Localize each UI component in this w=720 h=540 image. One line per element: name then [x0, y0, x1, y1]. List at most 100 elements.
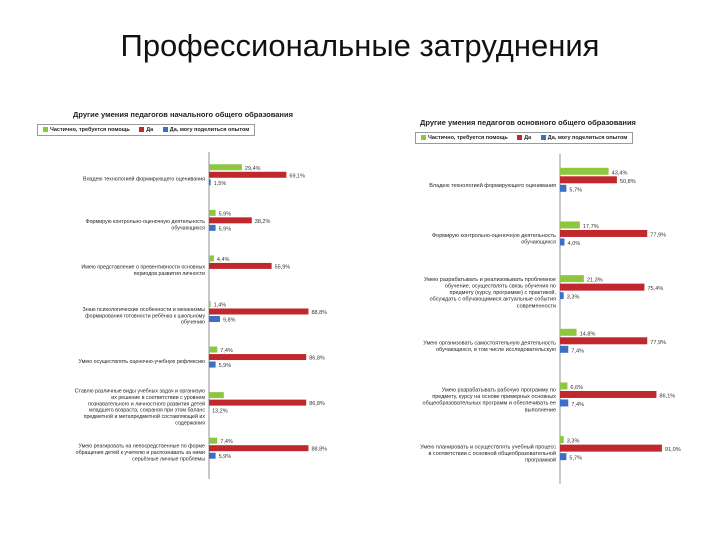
- data-label: 69,1%: [289, 173, 305, 179]
- data-label: 7,4%: [571, 402, 584, 408]
- data-label: 21,3%: [587, 278, 603, 284]
- chart-title: Другие умения педагогов основного общего…: [420, 118, 636, 127]
- chart-legend: Частично, требуется помощь Да Да, могу п…: [37, 124, 256, 136]
- bar-partial: [560, 167, 609, 175]
- bar-share: [209, 361, 216, 368]
- legend-label: Частично, требуется помощь: [428, 135, 508, 141]
- legend-swatch-red: [517, 135, 523, 141]
- category-label: Умею планировать и осуществлять учебный …: [420, 443, 556, 463]
- legend-item-share: Да, могу поделиться опытом: [162, 127, 250, 133]
- bar-yes: [209, 217, 252, 224]
- slide-title: Профессиональные затруднения: [120, 28, 600, 63]
- bar-yes: [209, 399, 307, 406]
- category-label: Владею технологией формирующего оцениван…: [83, 176, 205, 183]
- bar-partial: [209, 164, 242, 171]
- data-label: 4,4%: [217, 257, 230, 263]
- legend-swatch-red: [139, 127, 145, 133]
- bar-share: [209, 452, 216, 459]
- data-label: 86,8%: [309, 356, 325, 362]
- bar-partial: [209, 392, 224, 399]
- legend-label: Да: [146, 127, 154, 133]
- data-label: 86,8%: [309, 401, 325, 407]
- data-label: 5,9%: [219, 454, 232, 460]
- data-label: 5,7%: [569, 187, 582, 193]
- bar-yes: [560, 444, 662, 452]
- data-label: 5,7%: [569, 456, 582, 462]
- bar-yes: [560, 229, 648, 237]
- data-label: 91,0%: [665, 447, 681, 453]
- bar-yes: [560, 337, 648, 345]
- bar-share: [209, 315, 220, 322]
- chart-primary-education: Другие умения педагогов начального общег…: [33, 110, 333, 485]
- legend-swatch-blue: [162, 127, 168, 133]
- bar-share: [560, 238, 565, 246]
- bar-partial: [560, 436, 564, 444]
- category-label: Умею разрабатывать и реализовывать пробл…: [424, 277, 556, 309]
- data-label: 9,8%: [223, 317, 236, 323]
- legend-item-partial: Частично, требуется помощь: [421, 135, 508, 141]
- bar-yes: [560, 283, 645, 291]
- bar-share: [209, 179, 211, 186]
- bar-partial: [209, 255, 214, 262]
- legend-label: Да, могу поделиться опытом: [169, 127, 250, 133]
- legend-label: Да: [524, 135, 532, 141]
- chart-basic-education: Другие умения педагогов основного общего…: [363, 118, 693, 490]
- data-label: 75,4%: [647, 286, 663, 292]
- bar-partial: [209, 437, 218, 444]
- bar-partial: [209, 300, 211, 307]
- data-label: 6,6%: [570, 385, 583, 391]
- legend-swatch-green: [421, 135, 426, 141]
- legend-swatch-blue: [540, 135, 546, 141]
- bar-partial: [209, 346, 218, 353]
- data-label: 7,4%: [220, 439, 233, 445]
- category-label: Умею осуществлять оценочно-учебную рефле…: [78, 359, 205, 365]
- data-label: 5,9%: [219, 363, 232, 369]
- data-label: 88,8%: [311, 310, 327, 316]
- chart-title: Другие умения педагогов начального общег…: [73, 110, 293, 119]
- bar-share: [560, 453, 567, 461]
- bar-partial: [209, 209, 216, 216]
- data-label: 1,5%: [214, 181, 227, 187]
- category-label: Владею технологией формирующего оцениван…: [429, 182, 556, 189]
- category-label: Умею разрабатывать рабочую программу по п…: [423, 388, 557, 414]
- data-label: 5,9%: [219, 226, 232, 232]
- bar-share: [560, 345, 569, 353]
- data-label: 13,2%: [212, 409, 228, 415]
- data-label: 1,4%: [214, 302, 227, 308]
- legend-item-partial: Частично, требуется помощь: [43, 127, 130, 133]
- legend-item-yes: Да: [517, 135, 531, 141]
- bar-yes: [209, 308, 309, 315]
- bar-chart-plot: Владею технологией формирующего оцениван…: [420, 154, 681, 484]
- data-label: 38,2%: [255, 219, 271, 225]
- legend-item-share: Да, могу поделиться опытом: [540, 135, 628, 141]
- category-label: Формирую контрольно-оценочную деятельнос…: [86, 219, 206, 231]
- bar-share: [560, 184, 567, 192]
- bar-partial: [560, 382, 568, 390]
- category-label: Имею представление о превентивности осно…: [81, 265, 205, 277]
- data-label: 43,4%: [612, 170, 628, 176]
- bar-chart-plot: Владею технологией формирующего оцениван…: [75, 152, 327, 479]
- legend-item-yes: Да: [139, 127, 153, 133]
- bar-yes: [209, 262, 272, 269]
- category-label: Умею реагировать на непосредственные по …: [76, 444, 206, 463]
- legend-label: Да, могу поделиться опытом: [547, 135, 628, 141]
- data-label: 3,3%: [567, 295, 580, 301]
- data-label: 3,3%: [567, 439, 580, 445]
- bar-yes: [560, 176, 617, 184]
- data-label: 4,0%: [567, 241, 580, 247]
- category-label: Формирую контрольно-оценочную деятельнос…: [432, 233, 556, 246]
- legend-label: Частично, требуется помощь: [50, 127, 130, 133]
- data-label: 50,8%: [620, 179, 636, 185]
- legend-swatch-green: [43, 127, 48, 133]
- bar-share: [209, 224, 216, 231]
- bar-share: [560, 292, 564, 300]
- category-label: Знаю психологические особенности и механ…: [83, 307, 206, 326]
- data-label: 77,9%: [650, 232, 666, 238]
- data-label: 17,7%: [583, 224, 599, 230]
- bar-yes: [209, 354, 307, 361]
- bar-partial: [560, 275, 584, 283]
- data-label: 29,4%: [245, 166, 261, 172]
- category-label: Ставлю различные виды учебных задач и ор…: [75, 389, 206, 427]
- bar-yes: [560, 390, 657, 398]
- data-label: 88,8%: [311, 447, 327, 453]
